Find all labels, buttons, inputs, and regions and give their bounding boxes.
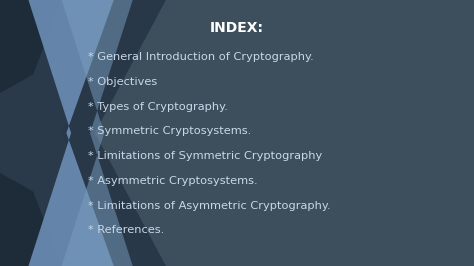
Text: * Limitations of Symmetric Cryptography: * Limitations of Symmetric Cryptography: [88, 151, 322, 161]
Polygon shape: [0, 0, 62, 93]
Text: * Symmetric Cryptosystems.: * Symmetric Cryptosystems.: [88, 126, 251, 136]
Polygon shape: [62, 0, 133, 266]
Polygon shape: [62, 133, 166, 266]
Text: * Objectives: * Objectives: [88, 77, 157, 87]
Polygon shape: [0, 173, 62, 266]
Polygon shape: [62, 0, 166, 133]
Text: * Asymmetric Cryptosystems.: * Asymmetric Cryptosystems.: [88, 176, 257, 186]
Polygon shape: [28, 0, 114, 266]
Text: * References.: * References.: [88, 225, 164, 235]
Polygon shape: [0, 93, 104, 266]
Text: * Limitations of Asymmetric Cryptography.: * Limitations of Asymmetric Cryptography…: [88, 201, 330, 211]
Polygon shape: [0, 0, 104, 173]
Text: INDEX:: INDEX:: [210, 21, 264, 35]
Text: * Types of Cryptography.: * Types of Cryptography.: [88, 102, 228, 112]
Text: * General Introduction of Cryptography.: * General Introduction of Cryptography.: [88, 52, 313, 62]
